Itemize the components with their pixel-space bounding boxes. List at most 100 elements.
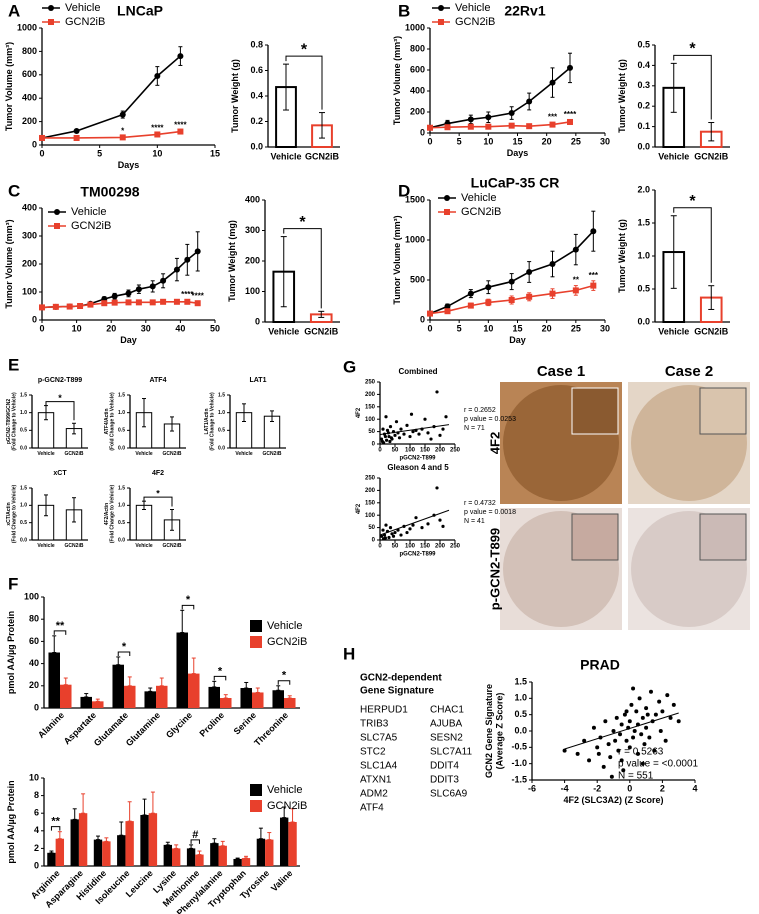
x-tick-label: 150 (420, 544, 431, 550)
y-tick-label: 0 (34, 702, 39, 712)
y-tick-label: 200 (22, 116, 37, 126)
point (394, 420, 399, 424)
point (391, 534, 396, 538)
legend-marker (444, 209, 450, 215)
point (609, 774, 614, 779)
y-tick-label: 0.5 (20, 520, 27, 526)
x-tick-label: 15 (512, 136, 522, 146)
point (154, 131, 161, 138)
point (177, 128, 184, 135)
point (485, 114, 492, 121)
point (624, 709, 629, 714)
point (663, 738, 668, 743)
x-tick-label: 30 (600, 323, 610, 333)
annotation: N = 71 (464, 425, 485, 432)
y-tick-label: 200 (410, 106, 425, 116)
legend-swatch (250, 800, 262, 812)
point (420, 526, 424, 530)
point (426, 431, 430, 435)
inset (699, 513, 747, 561)
y-axis-label: Tumor Weight (g) (617, 219, 627, 293)
y-tick-label: 0.0 (20, 537, 27, 543)
significance: * (121, 126, 125, 135)
y-tick-label: 60 (29, 636, 39, 646)
point (384, 415, 388, 419)
y-tick-label: 500 (410, 274, 425, 284)
bar (252, 692, 264, 708)
point (657, 699, 662, 704)
legend-label: Vehicle (455, 2, 490, 14)
legend-label: GCN2iB (455, 16, 495, 28)
point (562, 748, 567, 753)
annotation: p value = <0.0001 (618, 759, 699, 770)
inset (571, 513, 619, 561)
point (194, 300, 201, 307)
x-tick-label: -4 (561, 783, 569, 793)
y-axis-label: Tumor Volume (mm³) (4, 42, 14, 131)
y-tick-label: 80 (29, 614, 39, 624)
x-tick-label: 30 (600, 136, 610, 146)
point (613, 738, 618, 743)
y-tick-label: 0.0 (118, 537, 125, 543)
y-tick-label: 1000 (17, 22, 37, 32)
bar (233, 858, 242, 866)
y-tick-label: 1000 (405, 234, 425, 244)
bar (265, 839, 274, 866)
y-tick-label: 1.5 (637, 217, 650, 227)
y-tick-label: 1.0 (20, 503, 27, 509)
y-tick-label: 0.0 (637, 316, 650, 326)
y-axis-label: (Fold Change to Vehicle) (12, 484, 18, 543)
x-tick-label: 50 (392, 448, 399, 454)
chart-title: 4F2 (152, 470, 164, 477)
panel-label: B (398, 1, 410, 20)
point (624, 738, 629, 743)
point (125, 299, 132, 306)
point (467, 123, 474, 130)
bar (92, 701, 104, 708)
y-tick-label: 40 (29, 658, 39, 668)
significance: **** (181, 290, 194, 299)
point (435, 390, 439, 394)
significance: * (122, 641, 127, 653)
point (409, 412, 414, 416)
x-tick-label: Glutamine (124, 710, 162, 748)
point (73, 134, 80, 141)
significance: * (156, 489, 160, 499)
bar (125, 821, 134, 866)
point (383, 536, 387, 540)
gene: SLC7A5 (360, 733, 398, 744)
point (508, 297, 515, 303)
sig-bracket (190, 839, 200, 844)
y-tick-label: 1500 (405, 194, 425, 204)
point (427, 310, 433, 317)
sig-bracket (143, 496, 173, 507)
annotation: r = 0.5263 (618, 747, 664, 758)
point (389, 436, 393, 440)
inset (699, 387, 747, 435)
chart-title: ATF4 (150, 377, 167, 384)
y-tick-label: 400 (410, 85, 425, 95)
point (627, 745, 632, 750)
x-tick-label: 100 (405, 544, 416, 550)
x-tick-label: Alanine (36, 710, 66, 740)
bar (188, 673, 200, 708)
point (526, 123, 533, 130)
x-tick-label: 10 (483, 323, 493, 333)
point (549, 79, 556, 86)
y-axis-label: ATF4/Actin (104, 408, 110, 434)
point (387, 434, 391, 439)
x-tick-label: GCN2iB (305, 151, 340, 161)
y-tick-label: 200 (245, 255, 260, 265)
x-tick-label: 100 (405, 448, 416, 454)
point (423, 417, 427, 421)
y-tick-label: 50 (368, 429, 375, 435)
gene: HERPUD1 (360, 705, 408, 716)
point (411, 430, 415, 434)
point (149, 283, 156, 290)
legend-label: Vehicle (267, 784, 302, 796)
point (435, 486, 439, 490)
point (668, 715, 673, 720)
point (384, 523, 388, 527)
point (385, 428, 390, 432)
